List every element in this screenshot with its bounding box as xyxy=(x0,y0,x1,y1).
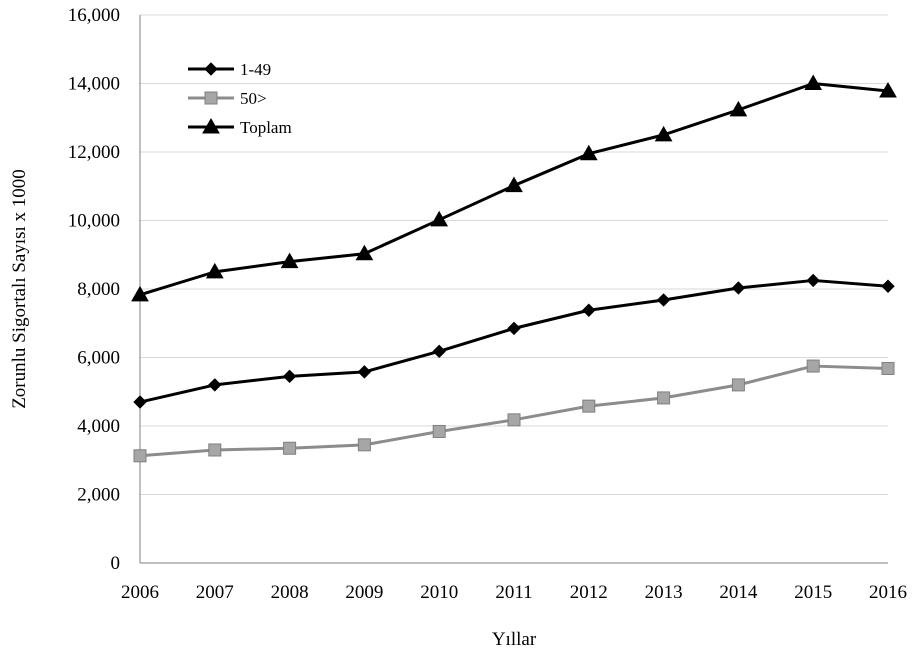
plot-series xyxy=(131,74,897,463)
y-tick-label: 12,000 xyxy=(68,142,120,163)
y-tick-label: 0 xyxy=(111,553,121,574)
legend-label: 50> xyxy=(240,89,267,108)
x-tick-label: 2015 xyxy=(794,582,832,603)
data-point xyxy=(806,359,820,373)
legend-marker xyxy=(204,91,218,105)
data-point xyxy=(505,176,523,193)
data-point xyxy=(582,399,596,413)
data-point xyxy=(731,281,746,295)
x-tick-label: 2013 xyxy=(645,582,683,603)
legend-entry: 1-49 xyxy=(188,60,271,79)
y-tick-label: 10,000 xyxy=(68,211,120,232)
data-point xyxy=(507,413,521,427)
y-tick-label: 4,000 xyxy=(77,416,120,437)
data-point xyxy=(282,369,297,384)
data-point xyxy=(804,74,823,90)
data-point xyxy=(357,438,371,452)
x-tick-label: 2008 xyxy=(271,582,309,603)
y-axis-tick-labels: 0 2,000 4,000 6,000 8,000 10,000 12,000 14,000 1… xyxy=(68,5,120,574)
legend: 1-49 50> Toplam xyxy=(188,60,292,137)
legend-marker xyxy=(204,62,218,76)
legend-marker xyxy=(202,117,220,134)
data-point xyxy=(205,262,224,279)
data-point xyxy=(507,321,521,336)
data-point xyxy=(355,244,374,261)
y-tick-label: 8,000 xyxy=(77,279,120,300)
data-point xyxy=(656,293,671,307)
data-point xyxy=(357,365,372,379)
series-diamond xyxy=(133,273,895,409)
data-point xyxy=(133,449,147,463)
data-point xyxy=(579,144,598,161)
data-point xyxy=(881,361,895,375)
data-point xyxy=(657,391,671,405)
legend-entry: 50> xyxy=(188,89,267,108)
series-square xyxy=(133,359,895,463)
data-point xyxy=(283,441,297,455)
data-point xyxy=(729,100,748,117)
data-point xyxy=(879,82,897,98)
series-triangle xyxy=(131,74,897,302)
x-tick-label: 2009 xyxy=(345,582,383,603)
x-tick-label: 2016 xyxy=(869,582,907,603)
series-line xyxy=(139,278,889,404)
legend-label: Toplam xyxy=(240,118,292,137)
gridlines xyxy=(140,14,888,495)
data-point xyxy=(430,210,449,227)
y-tick-label: 2,000 xyxy=(77,485,120,506)
data-point xyxy=(582,303,596,317)
legend-entry: Toplam xyxy=(188,117,292,137)
data-point xyxy=(432,344,446,359)
y-tick-label: 6,000 xyxy=(77,348,120,369)
data-point xyxy=(131,285,149,302)
data-point xyxy=(806,273,820,288)
x-tick-label: 2010 xyxy=(420,582,458,603)
data-point xyxy=(208,443,222,457)
y-tick-label: 14,000 xyxy=(68,74,120,95)
data-point xyxy=(432,424,446,438)
x-tick-label: 2014 xyxy=(719,582,758,603)
y-tick-label: 16,000 xyxy=(68,5,120,26)
data-point xyxy=(280,252,299,269)
legend-label: 1-49 xyxy=(240,60,271,79)
data-point xyxy=(654,125,673,142)
x-axis-tick-labels: 2006 2007 2008 2009 2010 2011 2012 2013 2014 2015… xyxy=(121,582,907,603)
data-point xyxy=(208,378,222,392)
x-tick-label: 2011 xyxy=(495,582,532,603)
x-tick-label: 2006 xyxy=(121,582,159,603)
x-tick-label: 2012 xyxy=(570,582,608,603)
data-point xyxy=(881,279,895,293)
x-tick-label: 2007 xyxy=(196,582,234,603)
data-point xyxy=(731,378,745,392)
y-axis-title: Zorunlu Sigortalı Sayısı x 1000 xyxy=(9,169,30,409)
x-axis-title: Yıllar xyxy=(492,629,537,650)
data-point xyxy=(133,395,147,409)
